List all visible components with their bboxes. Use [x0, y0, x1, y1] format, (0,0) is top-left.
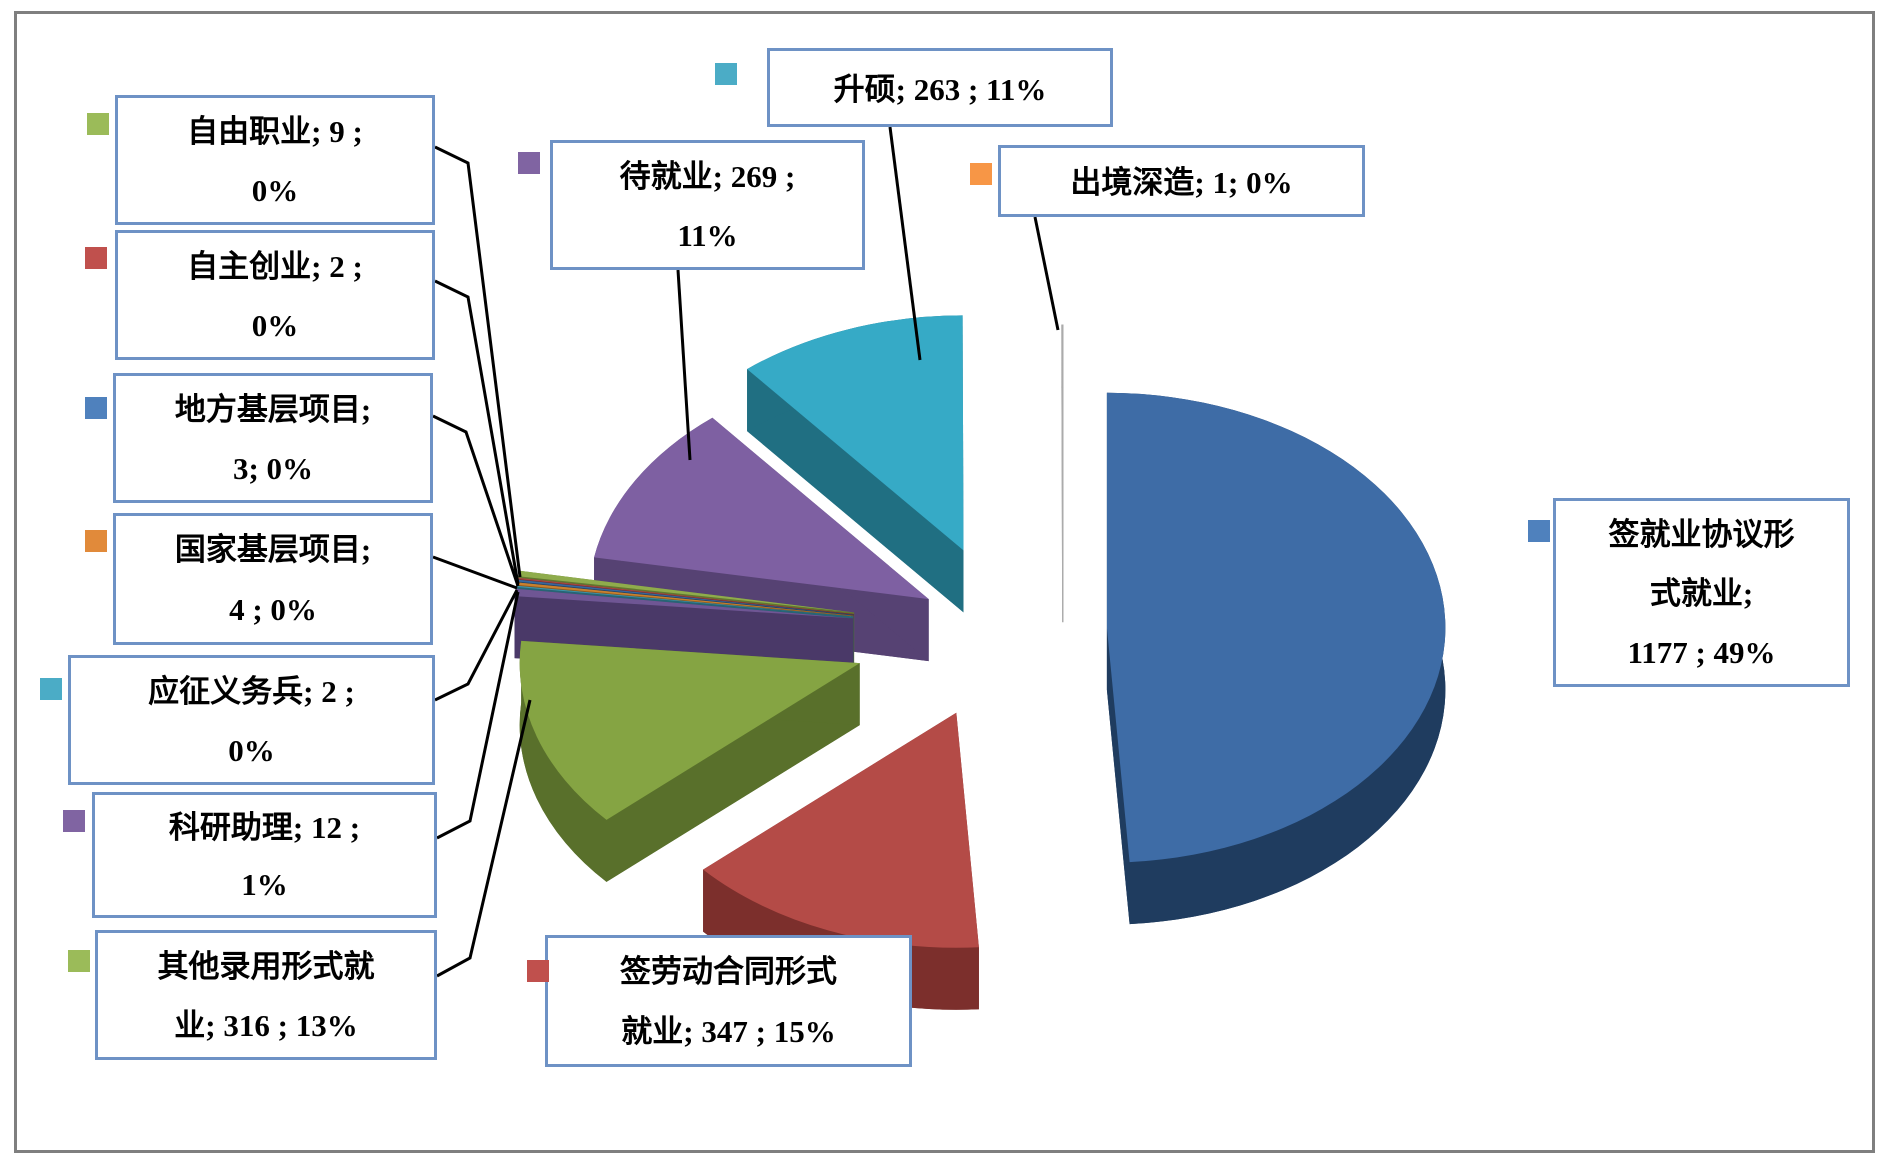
pie-slice-daijiuye-top[interactable] [594, 417, 929, 600]
callout-box-laodong[interactable]: 签劳动合同形式 就业; 347 ; 15% [545, 935, 912, 1067]
pie-slice-keyan-top[interactable] [514, 588, 853, 619]
leader-line-yingzheng [434, 589, 519, 702]
pie-slice-shengshuo-top[interactable] [747, 315, 964, 551]
callout-box-keyan[interactable]: 科研助理; 12 ; 1% [92, 792, 437, 918]
callout-text-laodong-line2: 就业; 347 ; 15% [621, 1014, 836, 1049]
callout-text-daijiuye-line2: 11% [677, 218, 738, 253]
callout-box-difang[interactable]: 地方基层项目; 3; 0% [113, 373, 433, 503]
pie-slice-xieyi-wall [1106, 627, 1130, 925]
pie-slice-zizhu-top[interactable] [517, 577, 854, 614]
pie-slice-yingzheng-top[interactable] [516, 585, 854, 617]
pie-slice-ziyou-top[interactable] [518, 570, 855, 613]
legend-marker-keyan[interactable] [63, 810, 85, 832]
callout-text-zizhu-line1: 自主创业; 2 ; [187, 249, 363, 284]
callout-text-yingzheng-line1: 应征义务兵; 2 ; [148, 674, 355, 709]
pie-slices-group [514, 315, 1446, 1010]
pie-slice-shengshuo-wall [747, 369, 964, 613]
legend-marker-ziyou[interactable] [87, 113, 109, 135]
leader-line-guojia [432, 555, 518, 590]
legend-marker-xieyi[interactable] [1528, 520, 1550, 542]
pie-slice-guojia-top[interactable] [516, 582, 854, 616]
callout-box-chujing[interactable]: 出境深造; 1; 0% [998, 145, 1365, 217]
legend-marker-chujing[interactable] [970, 163, 992, 185]
leader-lines-group [432, 126, 1060, 978]
callout-box-qita[interactable]: 其他录用形式就 业; 316 ; 13% [95, 930, 437, 1060]
pie-slice-qita-rim [519, 640, 607, 882]
callout-text-ziyou-line2: 0% [251, 173, 299, 208]
legend-marker-zizhu[interactable] [85, 247, 107, 269]
callout-text-daijiuye-line1: 待就业; 269 ; [619, 159, 796, 194]
leader-line-chujing [1033, 216, 1060, 331]
pie-slice-shengshuo[interactable] [747, 315, 964, 613]
callout-text-shengshuo-line1: 升硕; 263 ; 11% [833, 72, 1047, 107]
leader-line-keyan [436, 591, 520, 840]
pie-slice-chujing-top[interactable] [1061, 324, 1064, 561]
pie-slice-xieyi[interactable] [1106, 392, 1446, 925]
leader-line-shengshuo [888, 126, 922, 361]
callout-box-yingzheng[interactable]: 应征义务兵; 2 ; 0% [68, 655, 435, 785]
callout-text-qita-line1: 其他录用形式就 [157, 949, 375, 984]
callout-text-guojia-line1: 国家基层项目; [174, 532, 372, 567]
callout-box-ziyou[interactable]: 自由职业; 9 ; 0% [115, 95, 435, 225]
callout-text-xieyi-line3: 1177 ; 49% [1627, 635, 1776, 670]
callout-text-qita-line2: 业; 316 ; 13% [174, 1008, 358, 1043]
leader-line-difang [432, 414, 520, 587]
callout-box-guojia[interactable]: 国家基层项目; 4 ; 0% [113, 513, 433, 645]
callout-text-difang-line2: 3; 0% [232, 451, 314, 486]
callout-box-daijiuye[interactable]: 待就业; 269 ; 11% [550, 140, 865, 270]
pie-slice-laodong-top[interactable] [703, 712, 979, 948]
pie-slice-qita-top[interactable] [519, 640, 860, 820]
callout-box-shengshuo[interactable]: 升硕; 263 ; 11% [767, 48, 1113, 127]
callout-text-laodong-line1: 签劳动合同形式 [620, 954, 837, 989]
pie-slice-difang-top[interactable] [517, 579, 854, 615]
pie-slice-chujing[interactable] [1061, 324, 1064, 623]
callout-box-xieyi[interactable]: 签就业协议形 式就业; 1177 ; 49% [1553, 498, 1850, 687]
callout-text-ziyou-line1: 自由职业; 9 ; [187, 114, 363, 149]
callout-text-keyan-line1: 科研助理; 12 ; [168, 810, 361, 845]
legend-marker-guojia[interactable] [85, 530, 107, 552]
leader-line-ziyou [434, 145, 522, 578]
legend-marker-yingzheng[interactable] [40, 678, 62, 700]
callout-text-chujing-line1: 出境深造; 1; 0% [1070, 165, 1293, 200]
leader-line-zizhu [434, 279, 520, 585]
callout-text-keyan-line2: 1% [241, 867, 288, 902]
callout-text-xieyi-line1: 签就业协议形 [1608, 517, 1795, 552]
pie-slice-qita[interactable] [519, 640, 860, 882]
callout-text-guojia-line2: 4 ; 0% [229, 592, 317, 627]
legend-marker-difang[interactable] [85, 397, 107, 419]
legend-marker-qita[interactable] [68, 950, 90, 972]
callout-text-yingzheng-line2: 0% [228, 733, 275, 768]
callout-text-xieyi-line2: 式就业; [1649, 576, 1754, 611]
callout-text-difang-line1: 地方基层项目; [174, 392, 372, 427]
leader-line-qita [436, 699, 532, 978]
legend-marker-shengshuo[interactable] [715, 63, 737, 85]
legend-marker-daijiuye[interactable] [518, 152, 540, 174]
pie-slice-xieyi-top[interactable] [1106, 392, 1446, 863]
callout-text-zizhu-line2: 0% [251, 308, 299, 343]
leader-line-daijiuye [676, 269, 692, 461]
callout-box-zizhu[interactable]: 自主创业; 2 ; 0% [115, 230, 435, 360]
legend-marker-laodong[interactable] [527, 960, 549, 982]
